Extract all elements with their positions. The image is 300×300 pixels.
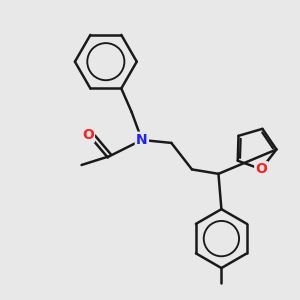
- Text: N: N: [136, 133, 148, 147]
- Text: O: O: [82, 128, 94, 142]
- Text: O: O: [255, 162, 267, 176]
